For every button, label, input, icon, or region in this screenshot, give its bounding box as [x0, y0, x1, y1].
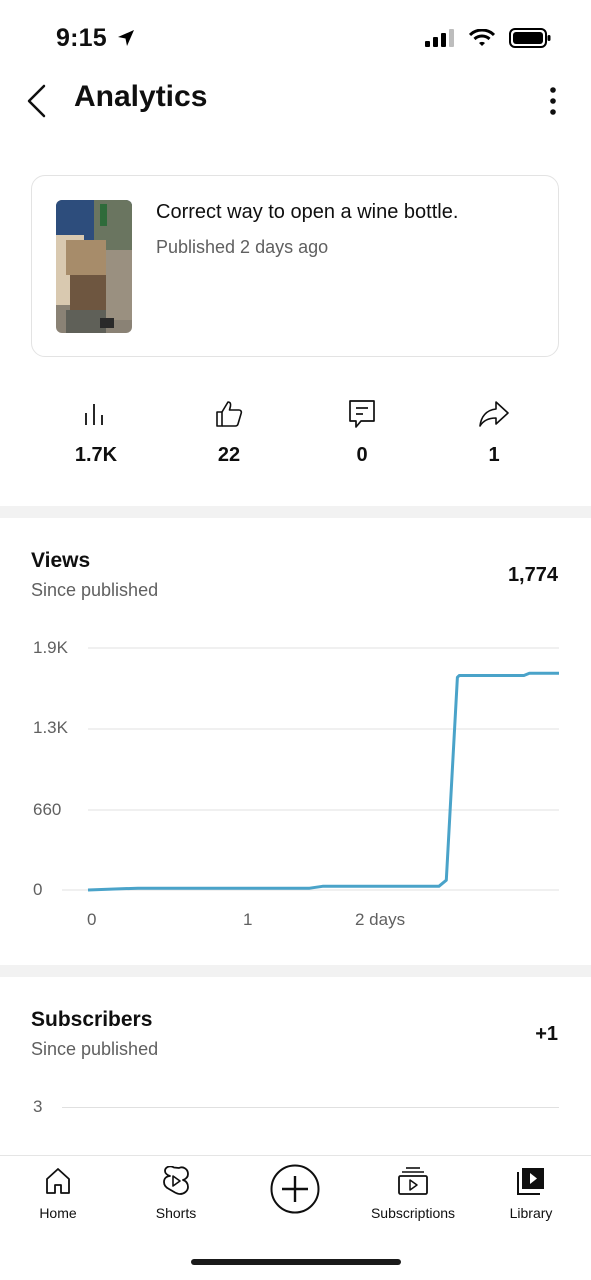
nav-subscriptions[interactable]: Subscriptions	[363, 1166, 463, 1221]
share-icon	[479, 401, 509, 427]
y-tick-label: 0	[33, 880, 43, 899]
home-icon	[46, 1168, 70, 1194]
status-icons	[425, 28, 551, 48]
stat-value: 22	[217, 444, 241, 466]
wifi-icon	[469, 29, 495, 46]
views-total: 1,774	[507, 564, 558, 586]
views-series-line	[87, 671, 559, 892]
y-tick-label: 660	[33, 800, 62, 819]
subscribers-title: Subscribers	[31, 1008, 153, 1031]
video-thumbnail[interactable]	[56, 200, 132, 333]
video-published-date: Published 2 days ago	[156, 237, 329, 257]
comment-icon	[349, 400, 375, 428]
shorts-icon	[163, 1165, 189, 1195]
views-subtitle: Since published	[31, 580, 159, 600]
x-tick-label: 0	[87, 910, 97, 929]
stat-value: 0	[356, 444, 368, 466]
status-time: 9:15	[56, 24, 107, 52]
stat-likes[interactable]: 22	[179, 396, 279, 467]
subscriptions-icon	[398, 1167, 428, 1195]
x-tick-label: 1	[243, 910, 253, 929]
nav-label: Subscriptions	[370, 1205, 456, 1221]
section-divider	[0, 965, 591, 977]
stat-value: 1	[488, 444, 500, 466]
stat-comments[interactable]: 0	[312, 396, 412, 467]
nav-label: Library	[509, 1205, 553, 1221]
more-options-icon[interactable]	[547, 86, 559, 116]
y-tick-label: 3	[33, 1097, 43, 1116]
gridline	[62, 1107, 559, 1108]
views-title: Views	[31, 549, 91, 572]
thumbs-up-icon	[216, 401, 243, 427]
x-tick-label: 2 days	[355, 910, 406, 929]
battery-icon	[509, 28, 551, 48]
video-card[interactable]	[31, 175, 559, 357]
library-icon	[517, 1168, 544, 1195]
section-divider	[0, 506, 591, 518]
home-indicator	[191, 1259, 401, 1265]
y-tick-label: 1.3K	[33, 718, 68, 737]
subscribers-total: +1	[535, 1023, 558, 1045]
stat-views[interactable]: 1.7K	[46, 396, 146, 467]
back-arrow-icon[interactable]	[24, 84, 54, 118]
cellular-signal-icon	[425, 29, 454, 47]
nav-home[interactable]: Home	[8, 1166, 108, 1221]
video-title[interactable]: Correct way to open a wine bottle.	[156, 201, 459, 223]
nav-shorts[interactable]: Shorts	[126, 1165, 226, 1221]
nav-library[interactable]: Library	[481, 1166, 581, 1221]
nav-label: Shorts	[155, 1205, 197, 1221]
views-line-chart	[62, 647, 559, 892]
stat-value: 1.7K	[74, 444, 118, 466]
location-arrow-icon	[118, 30, 134, 46]
nav-label: Home	[39, 1205, 77, 1221]
page-title: Analytics	[74, 80, 208, 113]
create-plus-icon	[270, 1164, 320, 1214]
views-bars-icon	[85, 404, 103, 425]
subscribers-subtitle: Since published	[31, 1039, 159, 1059]
stat-shares[interactable]: 1	[444, 396, 544, 467]
y-tick-label: 1.9K	[33, 638, 68, 657]
nav-create[interactable]	[245, 1163, 345, 1220]
